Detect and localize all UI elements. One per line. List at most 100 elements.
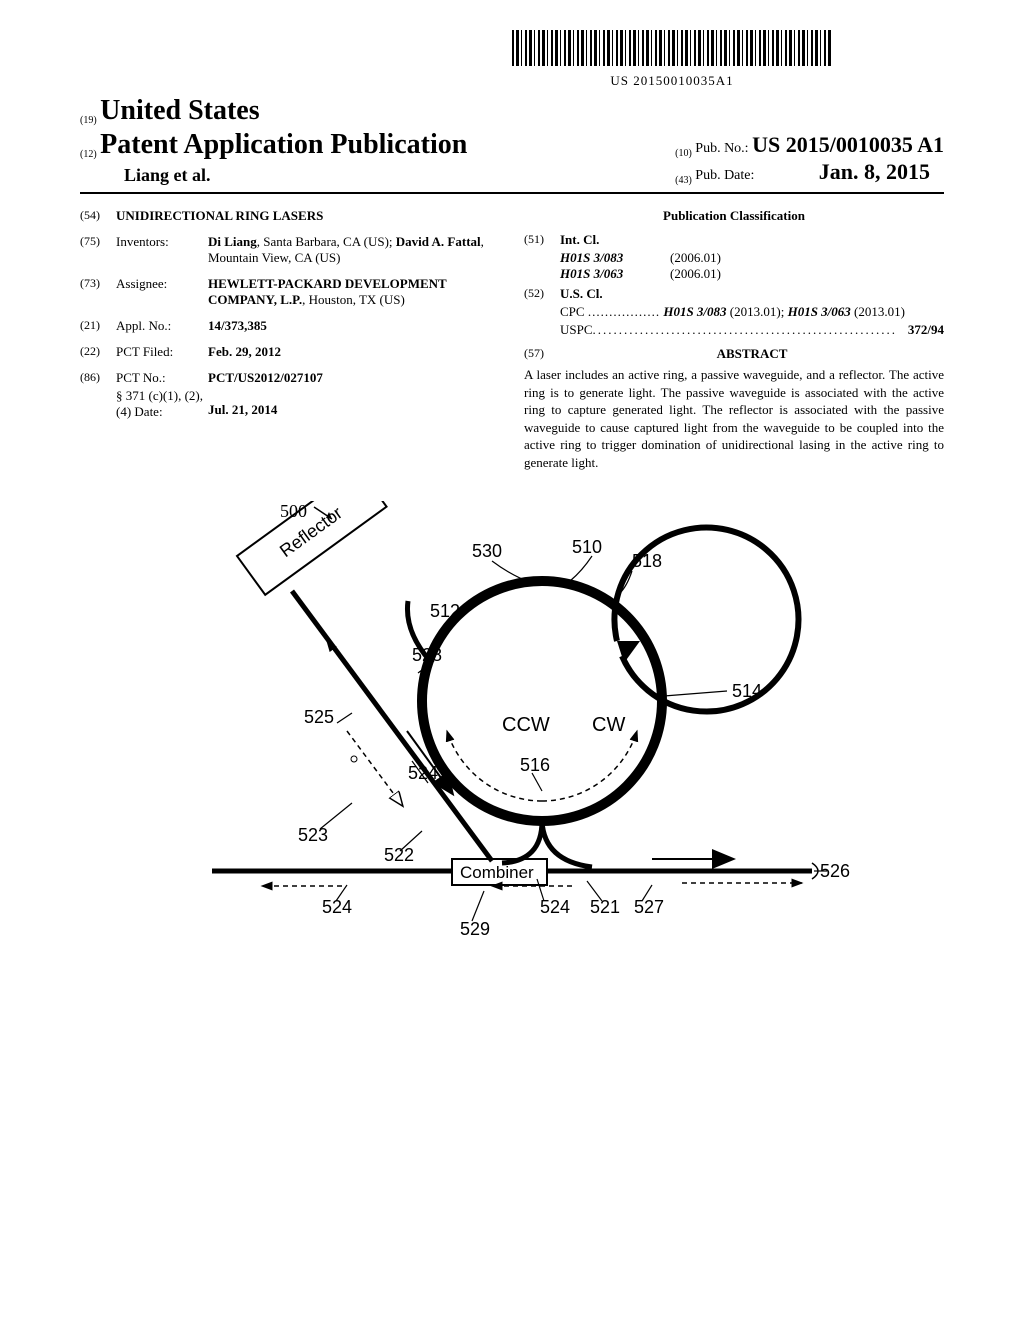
uscl-label: U.S. Cl. <box>560 286 603 302</box>
applno-row: (21) Appl. No.: 14/373,385 <box>80 318 500 334</box>
inventors-label: Inventors: <box>116 234 208 266</box>
figure-area: 500 CCW CW Co <box>80 501 944 966</box>
abstract-title: ABSTRACT <box>560 346 944 362</box>
label-530: 530 <box>472 541 502 561</box>
header-row: (19) United States (12) Patent Applicati… <box>80 95 944 186</box>
inventors-row: (75) Inventors: Di Liang, Santa Barbara,… <box>80 234 500 266</box>
application-number: 14/373,385 <box>208 318 500 334</box>
pctfiled-row: (22) PCT Filed: Feb. 29, 2012 <box>80 344 500 360</box>
pubno-code: (10) <box>675 148 692 159</box>
pctno-row: (86) PCT No.: PCT/US2012/027107 <box>80 370 500 386</box>
intcl-1-code: H01S 3/063 <box>560 266 670 282</box>
s371-spacer <box>80 388 116 420</box>
numeric-labels: 530 510 518 514 512 528 516 525 523 522 … <box>298 537 850 939</box>
label-525: 525 <box>304 707 334 727</box>
label-514: 514 <box>732 681 762 701</box>
biblio-right-column: Publication Classification (51) Int. Cl.… <box>524 208 944 471</box>
s371-row: § 371 (c)(1), (2), (4) Date: Jul. 21, 20… <box>80 388 500 420</box>
pubno-label: Pub. No.: <box>695 141 748 156</box>
uspc-label: USPC <box>560 322 593 338</box>
publication-date: Jan. 8, 2015 <box>819 159 930 184</box>
pub-type: Patent Application Publication <box>100 129 467 160</box>
abstract-code: (57) <box>524 346 560 362</box>
inventor-1-loc: , Santa Barbara, CA (US); <box>257 234 396 249</box>
coupling-waveguide-right <box>542 821 592 867</box>
pct-number: PCT/US2012/027107 <box>208 370 500 386</box>
pubdate-line: (43) Pub. Date: Jan. 8, 2015 <box>675 159 944 186</box>
cpc-code-2: H01S 3/063 <box>788 304 851 319</box>
label-528: 528 <box>412 645 442 665</box>
ccw-label: CCW <box>502 714 550 736</box>
header-rule <box>80 192 944 194</box>
label-522: 522 <box>384 845 414 865</box>
applicant-name: Liang et al. <box>124 165 467 186</box>
classification-title: Publication Classification <box>524 208 944 224</box>
label-527: 527 <box>634 897 664 917</box>
assignee-value: HEWLETT-PACKARD DEVELOPMENT COMPANY, L.P… <box>208 276 500 308</box>
inventor-1-name: Di Liang <box>208 234 257 249</box>
intcl-row: (51) Int. Cl. <box>524 232 944 248</box>
label-524c: 524 <box>540 897 570 917</box>
header-right: (10) Pub. No.: US 2015/0010035 A1 (43) P… <box>675 132 944 186</box>
pctfiled-label: PCT Filed: <box>116 344 208 360</box>
label-516: 516 <box>520 755 550 775</box>
intcl-code: (51) <box>524 232 560 248</box>
abstract-header: (57) ABSTRACT <box>524 346 944 362</box>
publication-number: US 2015/0010035 A1 <box>752 132 944 157</box>
label-518: 518 <box>632 551 662 571</box>
assignee-row: (73) Assignee: HEWLETT-PACKARD DEVELOPME… <box>80 276 500 308</box>
uspc-value: 372/94 <box>908 322 944 338</box>
intcl-1-date: (2006.01) <box>670 266 721 282</box>
pctno-label: PCT No.: <box>116 370 208 386</box>
applno-code: (21) <box>80 318 116 334</box>
leader-lines <box>320 556 827 921</box>
label-510: 510 <box>572 537 602 557</box>
applno-label: Appl. No.: <box>116 318 208 334</box>
cpc-dots: ................. <box>588 304 660 319</box>
label-529: 529 <box>460 919 490 939</box>
coupling-waveguide-left <box>502 821 542 863</box>
inventors-value: Di Liang, Santa Barbara, CA (US); David … <box>208 234 500 266</box>
pubno-line: (10) Pub. No.: US 2015/0010035 A1 <box>675 132 944 159</box>
pctno-code: (86) <box>80 370 116 386</box>
s371-date: Jul. 21, 2014 <box>208 388 500 420</box>
pubdate-label: Pub. Date: <box>695 168 815 184</box>
uspc-dots: ........................................… <box>593 322 908 338</box>
pubdate-code: (43) <box>675 175 692 186</box>
inventor-2-name: David A. Fattal <box>396 234 481 249</box>
label-523: 523 <box>298 825 328 845</box>
pub-type-code: (12) <box>80 149 97 160</box>
label-524b: 524 <box>322 897 352 917</box>
intcl-item-1: H01S 3/063 (2006.01) <box>560 266 944 282</box>
intcl-list: H01S 3/083 (2006.01) H01S 3/063 (2006.01… <box>560 250 944 282</box>
cw-label: CW <box>592 714 625 736</box>
intcl-0-date: (2006.01) <box>670 250 721 266</box>
barcode-icon <box>512 30 832 66</box>
figure-ref-arrow-icon <box>312 501 342 525</box>
patent-figure: CCW CW Combiner Reflector <box>172 501 852 961</box>
s371-label: § 371 (c)(1), (2), (4) Date: <box>116 388 208 420</box>
biblio-left-column: (54) UNIDIRECTIONAL RING LASERS (75) Inv… <box>80 208 500 471</box>
combiner-label: Combiner <box>460 863 534 882</box>
open-arrow-marker-icon <box>351 756 357 762</box>
pct-filed-date: Feb. 29, 2012 <box>208 344 500 360</box>
invention-title: UNIDIRECTIONAL RING LASERS <box>116 208 500 224</box>
country-line: (19) United States <box>80 95 467 127</box>
abstract-text: A laser includes an active ring, a passi… <box>524 366 944 471</box>
label-521: 521 <box>590 897 620 917</box>
uscl-row: (52) U.S. Cl. <box>524 286 944 302</box>
diag-dash-down-open-icon <box>347 731 402 805</box>
intcl-0-code: H01S 3/083 <box>560 250 670 266</box>
intcl-label: Int. Cl. <box>560 232 599 248</box>
uspc-line: USPC ...................................… <box>560 322 944 338</box>
country-name: United States <box>100 95 259 126</box>
assignee-loc: , Houston, TX (US) <box>302 292 405 307</box>
cpc-paren-2: (2013.01) <box>851 304 905 319</box>
diag-dash-up-icon <box>327 641 372 701</box>
cpc-code-1: H01S 3/083 <box>660 304 726 319</box>
figure-reference: 500 <box>280 501 342 525</box>
label-526: 526 <box>820 861 850 881</box>
barcode-number: US 20150010035A1 <box>400 73 944 89</box>
bibliographic-block: (54) UNIDIRECTIONAL RING LASERS (75) Inv… <box>80 208 944 471</box>
pctfiled-code: (22) <box>80 344 116 360</box>
